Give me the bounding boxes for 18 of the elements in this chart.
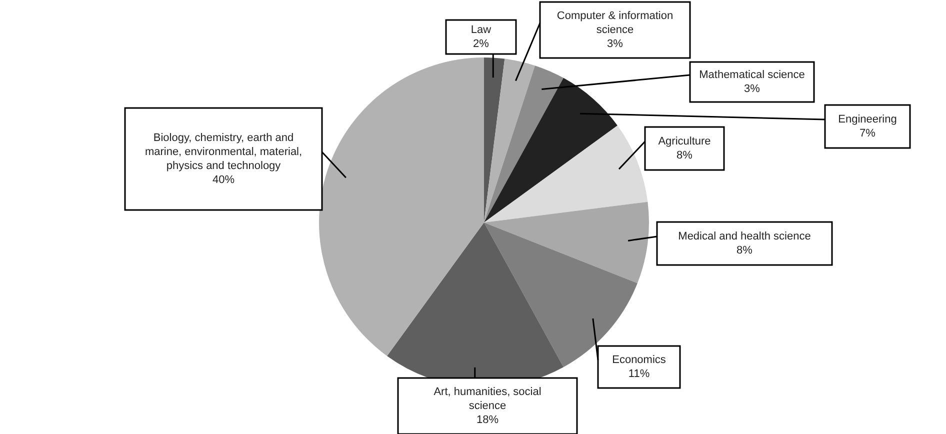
slice-label: Agriculture (658, 136, 711, 148)
data-label: 8% (676, 150, 693, 162)
data-label: 3% (744, 83, 760, 96)
slice-label: Biology, chemistry, earth and marine, environmental, material, physics and technology (144, 132, 302, 172)
data-label: 40% (212, 174, 235, 186)
slice-label: Mathematical science (699, 69, 805, 82)
data-label: 8% (736, 244, 753, 257)
slice-label: Law (470, 24, 492, 36)
data-label: 7% (860, 128, 876, 140)
slice-label: Art, humanities, social science (434, 386, 542, 412)
data-label: 2% (473, 38, 490, 50)
slice-label: Medical and health science (678, 230, 811, 243)
slice-label: Engineering (838, 114, 897, 126)
slice-label: Economics (612, 354, 666, 366)
data-label: 3% (607, 38, 624, 50)
slice-label: Computer & information science (556, 10, 674, 36)
data-label: 18% (476, 414, 499, 426)
data-label: 11% (628, 368, 650, 380)
